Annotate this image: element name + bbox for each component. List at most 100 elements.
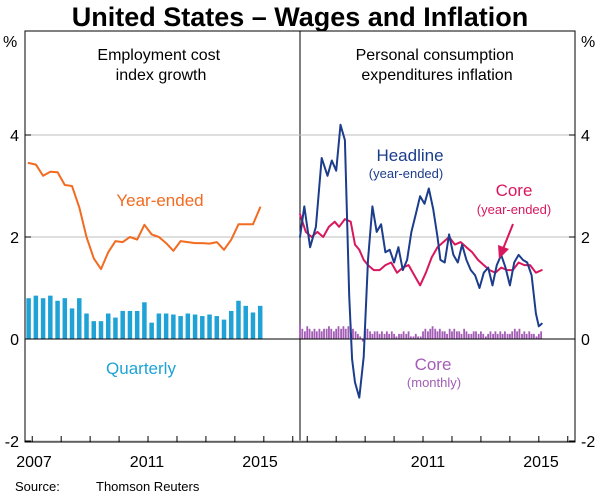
label-core-monthly: Core	[415, 355, 452, 374]
bar	[142, 302, 147, 339]
bar	[163, 313, 169, 339]
bar	[299, 323, 301, 339]
bar	[414, 333, 417, 339]
bar	[405, 333, 408, 339]
bar	[229, 310, 234, 339]
bar	[55, 300, 60, 339]
bar	[26, 298, 31, 339]
bar	[347, 326, 350, 339]
bar	[535, 336, 538, 339]
bar	[113, 317, 118, 339]
bar	[323, 328, 325, 339]
bar	[402, 331, 405, 339]
x-tick-right-2015: 2015	[523, 454, 559, 471]
bar	[373, 331, 376, 339]
bar	[492, 333, 494, 339]
bar	[335, 328, 338, 339]
bar	[250, 312, 256, 339]
bar	[383, 333, 386, 339]
bar	[369, 331, 371, 339]
bar	[344, 328, 347, 339]
bar	[417, 336, 420, 339]
bar	[455, 331, 458, 339]
label-quarterly: Quarterly	[106, 359, 176, 378]
core-arrow-head	[498, 245, 509, 259]
y-tick-left-2: 2	[10, 230, 19, 247]
headline-line	[299, 123, 543, 399]
bar	[376, 331, 379, 339]
core-arrow-line	[502, 223, 514, 250]
bar	[436, 331, 439, 339]
label-headline: Headline	[376, 146, 443, 165]
bar	[475, 331, 477, 339]
bar	[482, 333, 485, 339]
bar	[431, 326, 434, 339]
bar	[463, 328, 466, 339]
bar	[134, 310, 140, 339]
bar	[356, 333, 359, 339]
bar	[236, 300, 241, 339]
bar	[48, 295, 53, 339]
bar	[518, 328, 521, 339]
bar	[337, 326, 340, 339]
bar	[171, 314, 176, 339]
quarterly-bars	[26, 295, 263, 339]
bar	[361, 339, 364, 342]
bar	[453, 328, 456, 339]
bar	[504, 331, 506, 339]
bar	[508, 333, 511, 339]
bar	[207, 314, 212, 339]
year-ended-line	[27, 162, 262, 271]
bar	[313, 328, 316, 339]
label-core: Core	[496, 181, 533, 200]
bar	[451, 331, 453, 339]
bar	[409, 336, 412, 339]
bar	[243, 305, 248, 339]
bar	[472, 331, 475, 339]
bar	[458, 331, 461, 339]
bar	[388, 333, 391, 339]
bar	[371, 333, 374, 339]
bar	[427, 331, 429, 339]
bar	[422, 331, 424, 339]
bar	[412, 336, 415, 339]
bar	[448, 328, 451, 339]
bar	[127, 310, 133, 339]
bar	[532, 333, 535, 339]
bar	[537, 333, 540, 339]
bar	[501, 333, 504, 339]
panel-title-right-line2: expenditures inflation	[361, 67, 512, 84]
panel-title-left-line2: index growth	[116, 67, 207, 84]
bar	[98, 321, 104, 339]
bar	[308, 328, 311, 339]
y-tick-right-0: 0	[581, 332, 590, 349]
unit-label-right: %	[581, 34, 595, 51]
bar	[156, 313, 162, 339]
bar	[521, 333, 523, 339]
bar	[366, 328, 369, 339]
bar	[467, 333, 470, 339]
bar	[390, 331, 393, 339]
bar	[342, 326, 345, 339]
bar	[192, 314, 198, 339]
x-tick-left-2007: 2007	[16, 454, 52, 471]
bar	[200, 316, 205, 339]
bar	[516, 331, 519, 339]
bar	[311, 331, 314, 339]
bar	[318, 328, 321, 339]
bar	[91, 321, 96, 339]
panel-title-right-line1: Personal consumption	[356, 47, 514, 64]
panel-title-left: Employment cost index growth	[97, 47, 224, 84]
bar	[407, 331, 410, 339]
bar	[530, 333, 533, 339]
bar	[398, 333, 400, 339]
core-year-ended-line	[299, 213, 543, 287]
label-core-sub: (year-ended)	[477, 202, 551, 217]
bar	[484, 336, 487, 339]
bar	[434, 328, 437, 339]
bar	[470, 333, 473, 339]
bar	[352, 328, 354, 339]
label-year-ended: Year-ended	[116, 191, 203, 210]
label-core-monthly-sub: (monthly)	[407, 375, 461, 390]
bar	[33, 295, 39, 339]
